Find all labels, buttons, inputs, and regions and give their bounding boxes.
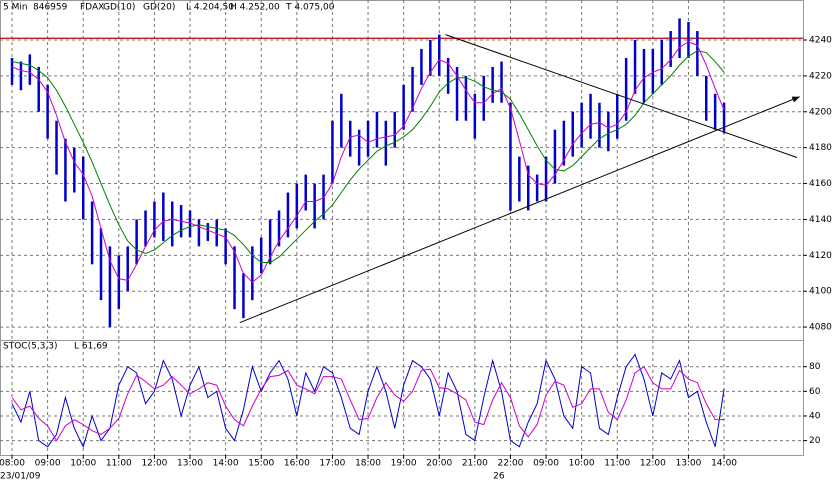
x-tick-label: 12:00 <box>141 459 167 469</box>
x-tick-label: 08:00 <box>0 459 25 469</box>
y-tick-label: 4240 <box>809 36 832 46</box>
x-tick-label: 20:00 <box>426 459 452 469</box>
y-tick-label: 4120 <box>809 251 832 261</box>
trend-line <box>239 96 800 324</box>
y-tick-label: 40 <box>809 411 821 421</box>
moving-average <box>11 41 725 283</box>
header-interval: 5 Min <box>3 3 28 13</box>
date-label: 26 <box>493 472 505 482</box>
x-tick-label: 18:00 <box>355 459 381 469</box>
header-symbol: FDAX <box>80 3 104 13</box>
stoch-last: L 61,69 <box>74 342 108 352</box>
y-tick-label: 20 <box>809 436 821 446</box>
trend-line <box>445 34 798 159</box>
header-stat: L 4.204,50 <box>186 3 234 13</box>
stoch-title: STOC(5,3,3) <box>3 342 58 352</box>
y-tick-label: 60 <box>809 387 821 397</box>
stoch-line <box>11 365 725 442</box>
header-id: 846959 <box>33 3 68 13</box>
y-tick-label: 4080 <box>809 323 832 333</box>
x-tick-label: 13:00 <box>177 459 203 469</box>
y-tick-label: 4140 <box>809 215 832 225</box>
x-tick-label: 10:00 <box>70 459 96 469</box>
x-tick-label: 14:00 <box>711 459 737 469</box>
moving-average <box>11 50 725 263</box>
header-stat: H 4.252,00 <box>230 3 280 13</box>
x-tick-label: 09:00 <box>533 459 559 469</box>
x-tick-label: 19:00 <box>391 459 417 469</box>
y-tick-label: 4100 <box>809 287 832 297</box>
x-tick-label: 17:00 <box>319 459 345 469</box>
x-tick-label: 14:00 <box>213 459 239 469</box>
y-tick-label: 4220 <box>809 71 832 81</box>
x-tick-label: 22:00 <box>497 459 523 469</box>
x-tick-label: 12:00 <box>640 459 666 469</box>
arrow-head <box>791 96 800 103</box>
x-tick-label: 13:00 <box>675 459 701 469</box>
y-tick-label: 4180 <box>809 143 832 153</box>
header-stat: T 4.075,00 <box>285 3 335 13</box>
x-tick-label: 11:00 <box>604 459 630 469</box>
x-tick-label: 10:00 <box>569 459 595 469</box>
y-tick-label: 80 <box>809 362 821 372</box>
x-tick-label: 09:00 <box>35 459 61 469</box>
y-tick-label: 4200 <box>809 107 832 117</box>
y-tick-label: 4160 <box>809 179 832 189</box>
stoch-line <box>11 353 725 449</box>
date-label: 23/01/09 <box>0 472 41 482</box>
x-tick-label: 11:00 <box>106 459 132 469</box>
x-tick-label: 16:00 <box>284 459 310 469</box>
x-tick-label: 21:00 <box>462 459 488 469</box>
legend-entry: GD(20) <box>143 3 175 13</box>
x-tick-label: 15:00 <box>248 459 274 469</box>
